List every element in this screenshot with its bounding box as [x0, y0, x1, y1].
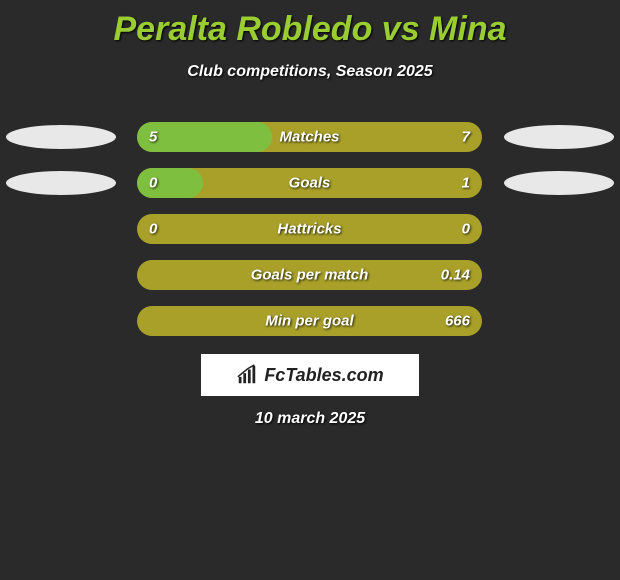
left-value: 0 [149, 221, 157, 238]
stat-row: Goals per match 0.14 [0, 258, 620, 292]
right-value: 0 [462, 221, 470, 238]
chart-icon [236, 364, 258, 386]
chart-area: 5 Matches 7 0 Goals 1 0 Hattricks 0 Goals per mat… [0, 120, 620, 350]
stat-bar: 5 Matches 7 [137, 122, 482, 152]
stat-label: Matches [279, 129, 339, 146]
right-value: 1 [462, 175, 470, 192]
brand-text: FcTables.com [264, 365, 383, 386]
right-team-marker [504, 125, 614, 149]
left-team-marker [6, 125, 116, 149]
stat-label: Min per goal [265, 313, 353, 330]
left-value: 5 [149, 129, 157, 146]
stat-label: Goals [289, 175, 331, 192]
right-team-marker [504, 171, 614, 195]
stat-label: Goals per match [251, 267, 369, 284]
date-label: 10 march 2025 [0, 410, 620, 428]
stat-bar: 0 Goals 1 [137, 168, 482, 198]
left-team-marker [6, 171, 116, 195]
comparison-infographic: Peralta Robledo vs Mina Club competition… [0, 0, 620, 580]
brand-box: FcTables.com [201, 354, 419, 396]
stat-row: 0 Goals 1 [0, 166, 620, 200]
stat-row: 5 Matches 7 [0, 120, 620, 154]
left-fill [137, 168, 203, 198]
subtitle: Club competitions, Season 2025 [0, 49, 620, 81]
left-value: 0 [149, 175, 157, 192]
right-value: 7 [462, 129, 470, 146]
page-title: Peralta Robledo vs Mina [0, 0, 620, 49]
stat-row: Min per goal 666 [0, 304, 620, 338]
stat-bar: 0 Hattricks 0 [137, 214, 482, 244]
stat-row: 0 Hattricks 0 [0, 212, 620, 246]
right-value: 0.14 [441, 267, 470, 284]
stat-label: Hattricks [277, 221, 341, 238]
stat-bar: Min per goal 666 [137, 306, 482, 336]
stat-bar: Goals per match 0.14 [137, 260, 482, 290]
right-value: 666 [445, 313, 470, 330]
